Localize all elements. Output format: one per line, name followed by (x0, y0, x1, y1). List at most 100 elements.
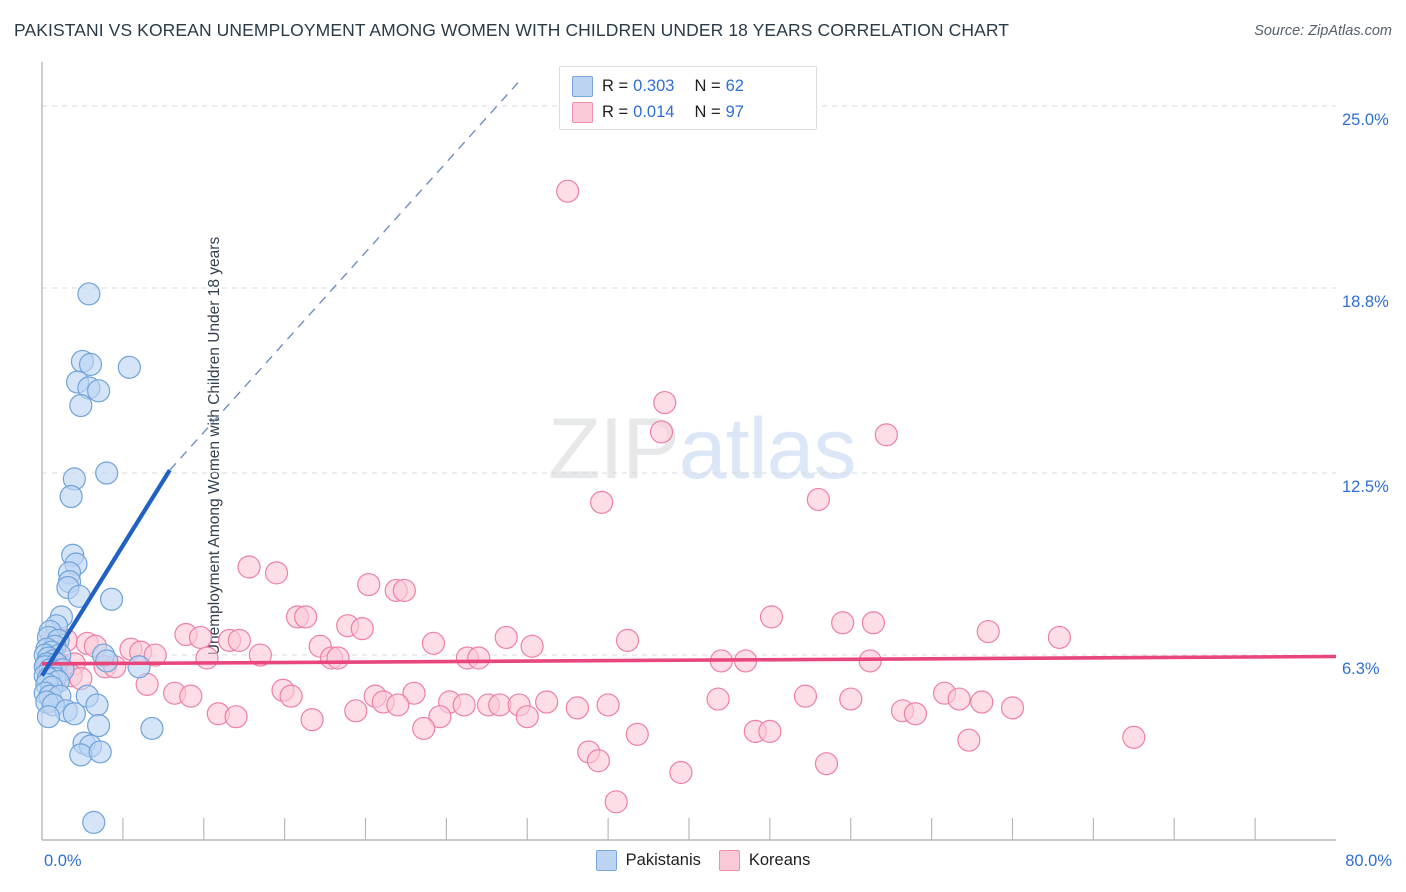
scatter-point (520, 634, 544, 658)
n-label-koreans: N = (694, 102, 721, 121)
legend-color-pakistanis (595, 850, 617, 871)
gridlines (42, 105, 1336, 656)
y-axis-tick-label: 18.8% (1342, 293, 1389, 312)
r-label-pakistanis: R = (602, 76, 629, 95)
r-value-pakistanis: 0.303 (633, 76, 675, 95)
x-axis-ticks (122, 818, 1256, 840)
scatter-point (127, 655, 151, 679)
scatter-point (669, 760, 693, 785)
scatter-point (95, 649, 119, 673)
scatter-point (903, 702, 928, 726)
scatter-point (590, 490, 614, 514)
scatter-point (69, 393, 93, 418)
scatter-point (649, 420, 674, 444)
scatter-point (488, 693, 512, 717)
source-attribution: Source: ZipAtlas.com (1254, 23, 1392, 39)
scatter-point (224, 705, 248, 729)
scatter-point (976, 619, 1000, 644)
scatter-point (535, 690, 559, 714)
scatter-point (78, 352, 103, 376)
scatter-point (195, 646, 219, 670)
legend-swatch-pakistanis (572, 75, 593, 97)
x-axis-max-label: 80.0% (1345, 852, 1392, 870)
scatter-point (294, 605, 318, 629)
scatter-point (36, 705, 61, 729)
legend-item-pakistanis[interactable]: Pakistanis (595, 850, 701, 871)
n-value-koreans: 97 (725, 102, 744, 121)
scatter-point (392, 578, 416, 603)
scatter-point (95, 461, 119, 485)
scatter-point (188, 625, 213, 650)
scatter-point (947, 687, 971, 711)
scatter-point (596, 693, 620, 717)
y-axis-tick-label: 6.3% (1342, 660, 1380, 679)
scatter-point (793, 684, 818, 708)
scatter-point (615, 628, 640, 652)
scatter-point (344, 699, 368, 723)
legend-swatch-koreans (572, 101, 593, 123)
scatter-point (556, 179, 580, 203)
scatter-point (565, 696, 589, 720)
scatter-point (88, 740, 112, 764)
correlation-stats-box: R = 0.303 N = 62 R = 0.014 N = 97 (559, 66, 817, 130)
scatter-point (452, 693, 476, 717)
scatter-point (1122, 725, 1146, 749)
scatter-point (861, 611, 885, 635)
scatter-point (970, 690, 994, 714)
scatter-point (758, 719, 782, 743)
scatter-point (814, 752, 839, 776)
scatter-point (227, 628, 251, 652)
scatter-point (428, 705, 452, 729)
y-axis-tick-label: 12.5% (1342, 478, 1389, 497)
scatter-point (248, 643, 272, 667)
scatter-point (1047, 625, 1072, 650)
stats-row-pakistanis: R = 0.303 N = 62 (572, 73, 806, 99)
scatter-point (237, 555, 261, 579)
scatter-point (300, 708, 324, 732)
scatter-point (279, 684, 303, 708)
scatter-point (179, 684, 203, 708)
trend-line-pakistanis-extension (169, 79, 522, 471)
legend-color-koreans (718, 850, 740, 871)
scatter-point (421, 631, 446, 655)
scatter-point (1000, 696, 1025, 720)
scatter-point (494, 625, 518, 650)
scatter-point (604, 790, 628, 814)
scatter-point (62, 702, 86, 726)
scatter-point (386, 693, 410, 717)
scatter-point (759, 605, 784, 629)
chart-legend: Pakistanis Koreans (0, 850, 1406, 871)
stats-row-koreans: R = 0.014 N = 97 (572, 99, 806, 125)
scatter-point (117, 355, 141, 379)
trend-lines (40, 79, 1337, 677)
scatter-point (87, 713, 111, 738)
scatter-points-pakistanis (33, 282, 164, 834)
scatter-point (412, 716, 436, 741)
n-value-pakistanis: 62 (725, 76, 744, 95)
legend-label-pakistanis: Pakistanis (625, 851, 701, 869)
y-axis-tick-label: 25.0% (1342, 111, 1389, 130)
page-title: PAKISTANI VS KOREAN UNEMPLOYMENT AMONG W… (14, 20, 1010, 40)
legend-item-koreans[interactable]: Koreans (718, 850, 811, 871)
scatter-point (706, 687, 730, 711)
r-value-koreans: 0.014 (633, 102, 675, 121)
scatter-point (357, 572, 381, 597)
scatter-point (140, 716, 164, 741)
trend-line-koreans (41, 654, 1337, 666)
scatter-point (874, 423, 898, 447)
scatter-point (515, 705, 539, 729)
trend-line-pakistanis (40, 468, 172, 677)
scatter-point (87, 379, 111, 403)
scatter-point (350, 617, 374, 641)
scatter-points-koreans (35, 179, 1146, 814)
scatter-point (831, 611, 855, 635)
scatter-point (957, 728, 981, 752)
x-axis-min-label: 0.0% (44, 852, 82, 870)
n-label-pakistanis: N = (694, 76, 721, 95)
scatter-point (625, 722, 649, 746)
legend-label-koreans: Koreans (748, 851, 811, 869)
scatter-point (326, 646, 350, 670)
scatter-point (402, 681, 426, 705)
